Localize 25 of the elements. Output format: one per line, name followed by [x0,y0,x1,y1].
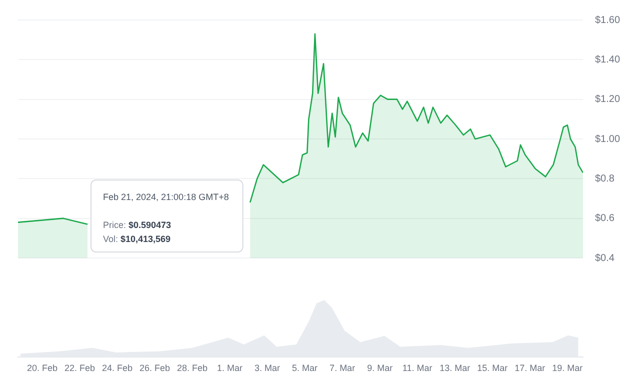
y-tick-label: $0.8 [595,173,615,184]
x-tick-label: 7. Mar [330,362,356,373]
y-tick-label: $1.20 [595,94,620,106]
x-tick-label: 22. Feb [64,362,95,373]
y-tick-label: $1.00 [595,134,620,145]
y-tick-label: $1.60 [595,14,620,26]
y-tick-label: $0.6 [595,213,615,224]
annotation: Feb 21, 2024, 21:00:18 GMT+8 [103,192,229,202]
x-tick-label: 20. Feb [26,362,58,373]
y-tick-label: $0.4 [595,252,615,264]
x-tick-label: 5. Mar [292,362,318,373]
x-tick-label: 3. Mar [254,362,280,373]
x-tick-label: 19. Mar [552,362,583,373]
x-tick-label: 28. Feb [177,362,208,373]
annotation: Price: $0.590473 [103,220,172,230]
annotation: Vol: $10,413,569 [103,234,171,244]
x-tick-label: 17. Mar [514,362,546,373]
x-tick-label: 11. Mar [402,362,432,373]
x-tick-label: 15. Mar [477,362,508,373]
y-tick-label: $1.40 [595,54,620,66]
x-tick-label: 13. Mar [440,362,470,373]
x-tick-label: 1. Mar [217,362,243,373]
x-tick-label: 24. Feb [102,362,133,373]
x-tick-label: 26. Feb [139,362,170,373]
x-tick-label: 9. Mar [367,362,393,373]
